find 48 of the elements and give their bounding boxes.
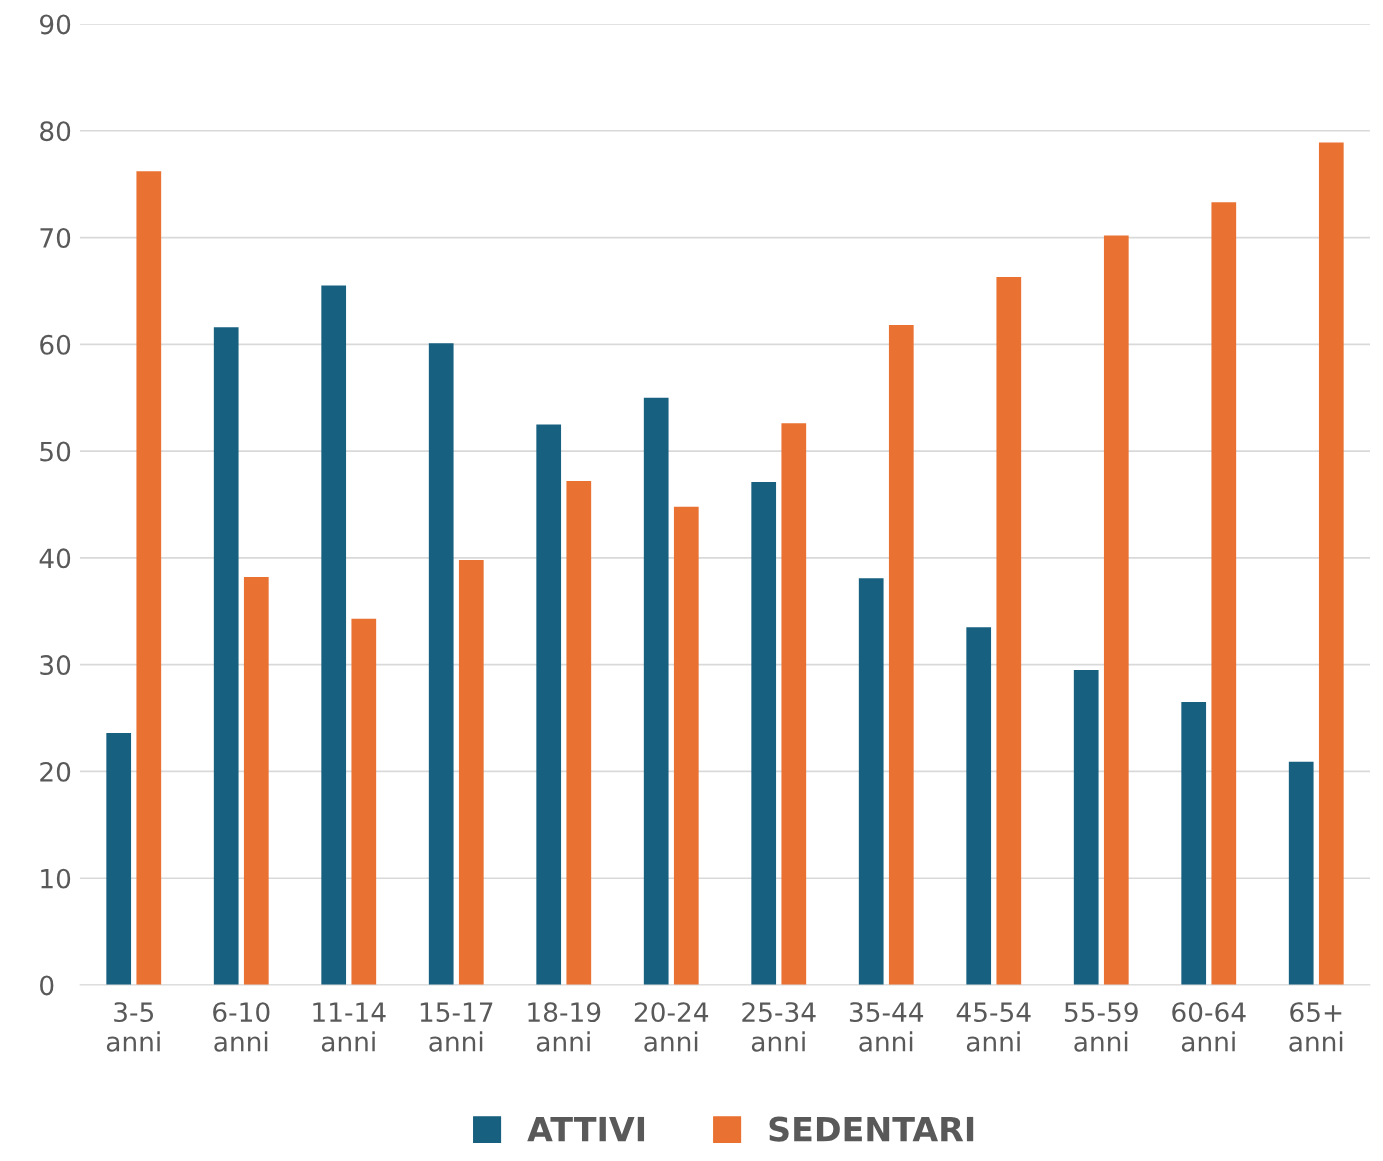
legend-label: ATTIVI	[527, 1116, 645, 1142]
bar	[673, 506, 699, 985]
bar	[428, 343, 454, 985]
y-tick-label: 0	[40, 975, 54, 996]
bar	[1288, 761, 1314, 985]
bar	[213, 327, 239, 985]
x-tick-label: 60-64 anni	[1172, 1002, 1246, 1052]
bar	[858, 578, 884, 985]
bar	[643, 397, 669, 985]
bar	[781, 423, 807, 985]
bar	[1181, 702, 1207, 985]
x-tick-label: 15-17 anni	[420, 1002, 493, 1052]
y-tick-label: 80	[40, 121, 71, 142]
bar	[1318, 142, 1344, 985]
legend-label: SEDENTARI	[769, 1116, 974, 1142]
y-tick-label: 10	[41, 868, 71, 889]
bar	[566, 481, 592, 985]
x-tick-label: 3-5 anni	[106, 1002, 160, 1052]
bar	[136, 171, 162, 985]
x-tick-label: 11-14 anni	[313, 1002, 386, 1052]
bar	[1211, 202, 1237, 985]
y-tick-label: 50	[40, 441, 71, 462]
bar	[458, 560, 484, 985]
bar	[321, 285, 347, 985]
x-tick-label: 6-10 anni	[213, 1002, 270, 1052]
bar	[888, 325, 914, 985]
y-tick-label: 70	[40, 228, 71, 248]
y-tick-label: 90	[40, 14, 71, 35]
y-tick-label: 40	[39, 548, 71, 569]
bar	[1103, 235, 1129, 985]
x-tick-label: 18-19 anni	[528, 1002, 601, 1052]
y-tick-label: 60	[40, 334, 71, 355]
bar	[243, 577, 269, 985]
x-tick-label: 20-24 anni	[634, 1002, 709, 1052]
bar	[351, 618, 377, 985]
bar	[966, 627, 992, 985]
x-tick-label: 55-59 anni	[1064, 1002, 1138, 1052]
bar	[536, 424, 562, 985]
bar	[106, 733, 132, 985]
bar	[1073, 670, 1099, 985]
x-tick-label: 65+ anni	[1289, 1002, 1343, 1052]
x-tick-label: 35-44 anni	[849, 1002, 924, 1052]
x-tick-label: 25-34 anni	[742, 1002, 816, 1052]
bar	[996, 277, 1022, 985]
y-tick-label: 20	[40, 761, 71, 782]
y-tick-label: 30	[40, 655, 71, 676]
bar	[751, 482, 777, 985]
x-tick-label: 45-54 anni	[956, 1002, 1031, 1052]
